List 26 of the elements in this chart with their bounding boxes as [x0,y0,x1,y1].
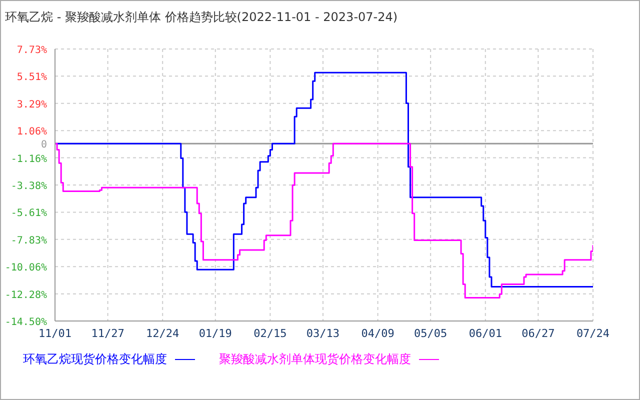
x-tick-label: 02/15 [254,326,287,340]
y-tick-label: 0 [40,140,47,151]
x-tick-label: 11/27 [91,326,124,340]
y-tick-label: 1.06% [16,126,47,138]
y-tick-label: 3.29% [16,99,47,110]
y-tick-label: -5.61% [10,208,47,220]
x-tick-label: 11/01 [38,326,72,340]
x-tick-label: 12/24 [146,326,180,340]
y-tick-label: -7.83% [10,235,47,246]
y-tick-label: -12.28% [4,290,47,301]
y-tick-label: 5.51% [16,72,47,84]
y-tick-label: 7.73% [16,45,47,56]
y-tick-label: -3.38% [10,180,47,192]
x-tick-label: 04/09 [361,326,394,340]
x-tick-label: 06/01 [468,326,502,340]
legend-label: 环氧乙烷现货价格变化幅度 [23,351,167,368]
x-tick-label: 05/05 [414,326,448,340]
chart-title: 环氧乙烷 - 聚羧酸减水剂单体 价格趋势比较(2022-11-01 - 2023-07-24) [5,9,398,26]
y-tick-label: -10.06% [4,262,47,274]
x-tick-label: 01/19 [198,326,232,340]
y-tick-label: -14.50% [4,317,47,328]
x-tick-label: 07/24 [576,326,610,340]
legend-label: 聚羧酸减水剂单体现货价格变化幅度 [219,351,411,368]
x-tick-label: 06/27 [522,326,555,340]
x-tick-label: 03/13 [306,326,340,340]
y-tick-label: -1.16% [10,154,47,165]
